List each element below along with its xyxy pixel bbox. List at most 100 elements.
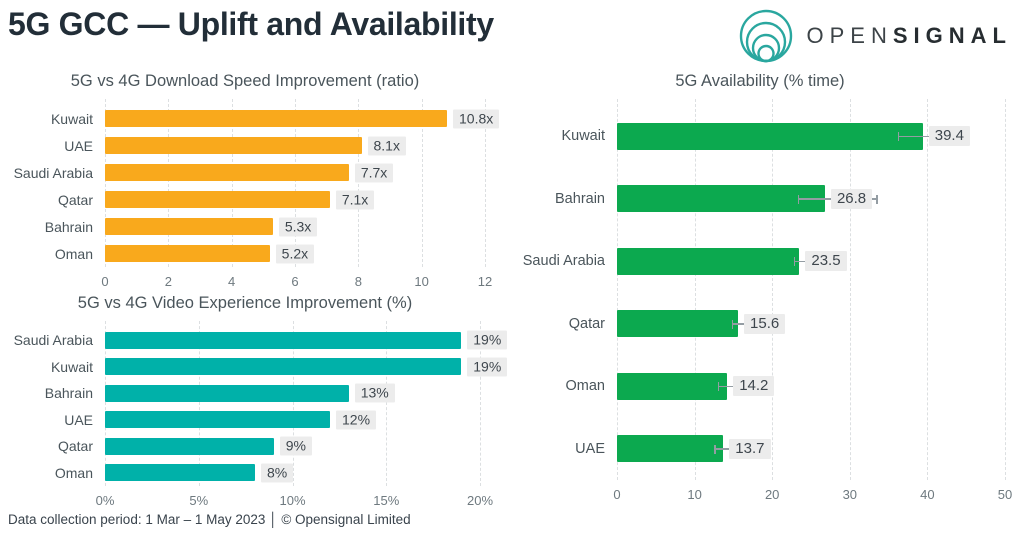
bar-bahrain xyxy=(105,384,349,402)
x-tick-label: 10 xyxy=(414,274,429,289)
value-label: 12% xyxy=(336,410,377,430)
gridline xyxy=(168,99,170,267)
category-label: Saudi Arabia xyxy=(13,332,93,349)
category-label: Qatar xyxy=(568,315,605,332)
bar-oman xyxy=(105,464,255,482)
bar-uae xyxy=(617,435,724,463)
gridline xyxy=(421,99,423,267)
chart-plot-area: 19% 19% 13% 12% 9% 8% Saudi Arabia Kuwait Bahrai… xyxy=(0,321,510,486)
category-label: UAE xyxy=(64,411,93,428)
category-label: Kuwait xyxy=(561,128,605,145)
chart-download-speed-improvement: 5G vs 4G Download Speed Improvement (rat… xyxy=(0,72,510,289)
value-label: 23.5 xyxy=(805,251,847,272)
category-label: Saudi Arabia xyxy=(522,253,605,270)
x-tick-label: 0 xyxy=(101,274,109,289)
chart-video-experience-improvement: 5G vs 4G Video Experience Improvement (%… xyxy=(0,294,510,508)
value-label: 39.4 xyxy=(928,126,970,147)
plot-region: 10.8x 8.1x 7.7x 7.1x 5.3x 5.2x xyxy=(105,99,500,267)
category-label: Bahrain xyxy=(44,218,93,235)
category-label: Qatar xyxy=(57,438,93,455)
bar-saudi-arabia xyxy=(617,247,800,275)
chart-x-axis: 0% 5% 10% 15% 20% xyxy=(96,493,493,511)
category-label: UAE xyxy=(575,440,605,457)
gridline xyxy=(358,99,360,267)
plot-region: 39.4 26.8 23.5 15.6 14.2 13.7 xyxy=(617,99,1006,480)
logo-word-signal: SIGNAL xyxy=(892,23,1012,48)
chart-title: 5G vs 4G Video Experience Improvement (%… xyxy=(77,294,413,312)
bar-qatar xyxy=(617,310,739,338)
gridline xyxy=(105,321,106,486)
x-tick-label: 0% xyxy=(95,493,115,508)
gridline xyxy=(386,321,388,486)
bar-kuwait xyxy=(105,110,447,127)
opensignal-ripple-icon xyxy=(739,9,792,63)
x-tick-label: 50 xyxy=(997,487,1013,502)
chart-x-axis: 0 10 20 30 40 50 xyxy=(613,487,1012,505)
category-label: Qatar xyxy=(57,191,93,208)
category-label: Kuwait xyxy=(50,358,93,375)
chart-x-axis: 0 2 4 6 8 10 12 xyxy=(101,274,492,292)
category-label: Oman xyxy=(54,245,93,262)
opensignal-logo: OPENSIGNAL xyxy=(739,8,1012,64)
gridline xyxy=(772,99,774,480)
chart-plot-area: 10.8x 8.1x 7.7x 7.1x 5.3x 5.2x Kuwait UAE Saudi … xyxy=(0,99,510,267)
value-label: 10.8x xyxy=(453,109,500,128)
chart-title: 5G Availability (% time) xyxy=(675,72,845,90)
value-label: 7.7x xyxy=(354,163,394,182)
x-tick-label: 5% xyxy=(189,493,209,508)
category-label: Saudi Arabia xyxy=(13,164,93,181)
gridline xyxy=(1005,99,1006,480)
x-tick-label: 10% xyxy=(279,493,306,508)
gridline xyxy=(480,321,481,486)
gridline xyxy=(617,99,618,480)
bar-kuwait xyxy=(105,358,462,376)
bar-kuwait xyxy=(617,122,923,150)
value-label: 13% xyxy=(354,383,395,403)
x-tick-label: 30 xyxy=(842,487,858,502)
value-label: 15.6 xyxy=(744,313,786,334)
value-label: 13.7 xyxy=(729,438,771,459)
x-tick-label: 0 xyxy=(613,487,621,502)
chart-plot-area: 39.4 26.8 23.5 15.6 14.2 13.7 Kuwait Bahrain Sau… xyxy=(510,99,1024,480)
value-label: 19% xyxy=(467,357,508,377)
data-collection-note: Data collection period: 1 Mar – 1 May 20… xyxy=(8,512,411,527)
category-label: UAE xyxy=(64,137,93,154)
gridline xyxy=(295,99,296,267)
value-label: 8.1x xyxy=(367,136,406,155)
gridline xyxy=(927,99,929,480)
chart-title: 5G vs 4G Download Speed Improvement (rat… xyxy=(70,72,420,90)
x-tick-label: 4 xyxy=(228,274,236,289)
value-label: 5.2x xyxy=(275,244,315,263)
gridline xyxy=(231,99,233,267)
category-label: Oman xyxy=(54,464,93,481)
x-tick-label: 8 xyxy=(354,274,362,289)
plot-region: 19% 19% 13% 12% 9% 8% xyxy=(105,321,508,486)
chart-5g-availability: 5G Availability (% time) 39.4 26.8 23.5 15.… xyxy=(510,72,1024,502)
x-tick-label: 2 xyxy=(164,274,172,289)
x-tick-label: 40 xyxy=(920,487,935,502)
bar-bahrain xyxy=(105,218,273,235)
bar-qatar xyxy=(105,437,274,455)
page-title: 5G GCC — Uplift and Availability xyxy=(8,6,494,42)
x-tick-label: 10 xyxy=(687,487,702,502)
gridline xyxy=(694,99,696,480)
value-label: 26.8 xyxy=(830,188,873,209)
gridline xyxy=(198,321,200,486)
value-label: 9% xyxy=(279,436,312,456)
gridline xyxy=(292,321,294,486)
category-label: Bahrain xyxy=(555,190,605,207)
x-tick-label: 6 xyxy=(291,274,299,289)
category-label: Kuwait xyxy=(50,110,93,127)
value-label: 8% xyxy=(261,463,294,483)
x-tick-label: 15% xyxy=(373,493,400,508)
bar-oman xyxy=(617,372,728,400)
category-label: Bahrain xyxy=(44,385,93,402)
bar-oman xyxy=(105,245,270,262)
bar-saudi-arabia xyxy=(105,164,349,181)
x-tick-label: 12 xyxy=(477,274,493,289)
bar-uae xyxy=(105,411,330,429)
bar-saudi-arabia xyxy=(105,331,462,349)
bar-bahrain xyxy=(617,185,825,213)
value-label: 7.1x xyxy=(335,190,375,209)
